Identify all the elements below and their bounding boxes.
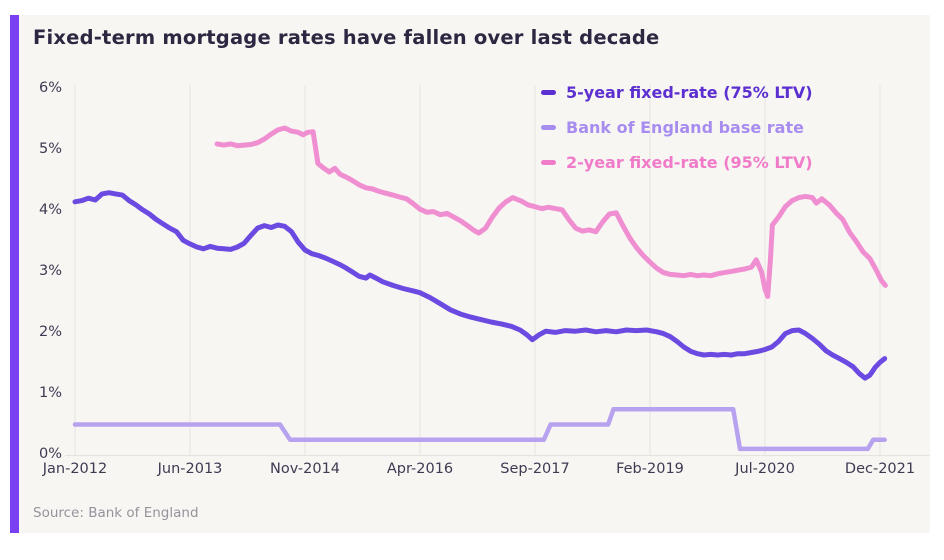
x-tick-label: Jan-2012: [42, 461, 108, 477]
legend-item-base-rate: Bank of England base rate: [541, 118, 813, 137]
y-tick-label: 5%: [38, 141, 62, 157]
x-tick-label: Feb-2019: [616, 461, 684, 477]
series-line-two-year-fixed-rate-95-ltv: [214, 125, 888, 299]
x-tick-label: Jul-2020: [735, 461, 795, 477]
legend-item-2-year-fixed-rate: 2-year fixed-rate (95% LTV): [541, 153, 813, 172]
legend-dash-icon: [541, 125, 556, 130]
y-tick-label: 0%: [38, 446, 62, 462]
y-tick-label: 3%: [38, 263, 62, 279]
legend-label: 5-year fixed-rate (75% LTV): [566, 83, 813, 102]
legend-dash-icon: [541, 160, 556, 165]
legend-label: 2-year fixed-rate (95% LTV): [566, 153, 813, 172]
chart-title: Fixed-term mortgage rates have fallen ov…: [33, 26, 660, 49]
legend-item-5-year-fixed-rate: 5-year fixed-rate (75% LTV): [541, 83, 813, 102]
x-tick-label: Nov-2014: [269, 461, 341, 477]
chart-legend: 5-year fixed-rate (75% LTV) Bank of Engl…: [541, 83, 813, 172]
accent-bar: [10, 15, 19, 533]
y-tick-label: 1%: [38, 385, 62, 401]
series-line-five-year-fixed-rate-75-ltv: [72, 190, 888, 381]
legend-label: Bank of England base rate: [566, 118, 804, 137]
y-tick-label: 4%: [38, 202, 62, 218]
x-tick-label: Sep-2017: [500, 461, 570, 477]
x-tick-label: Dec-2021: [844, 461, 916, 477]
y-tick-label: 2%: [38, 324, 62, 340]
x-tick-label: Apr-2016: [386, 461, 454, 477]
legend-dash-icon: [541, 90, 556, 95]
x-tick-label: Jun-2013: [157, 461, 223, 477]
y-tick-label: 6%: [38, 80, 62, 96]
source-note: Source: Bank of England: [33, 505, 199, 521]
series-line-bank-of-england-base-rate: [72, 407, 887, 452]
